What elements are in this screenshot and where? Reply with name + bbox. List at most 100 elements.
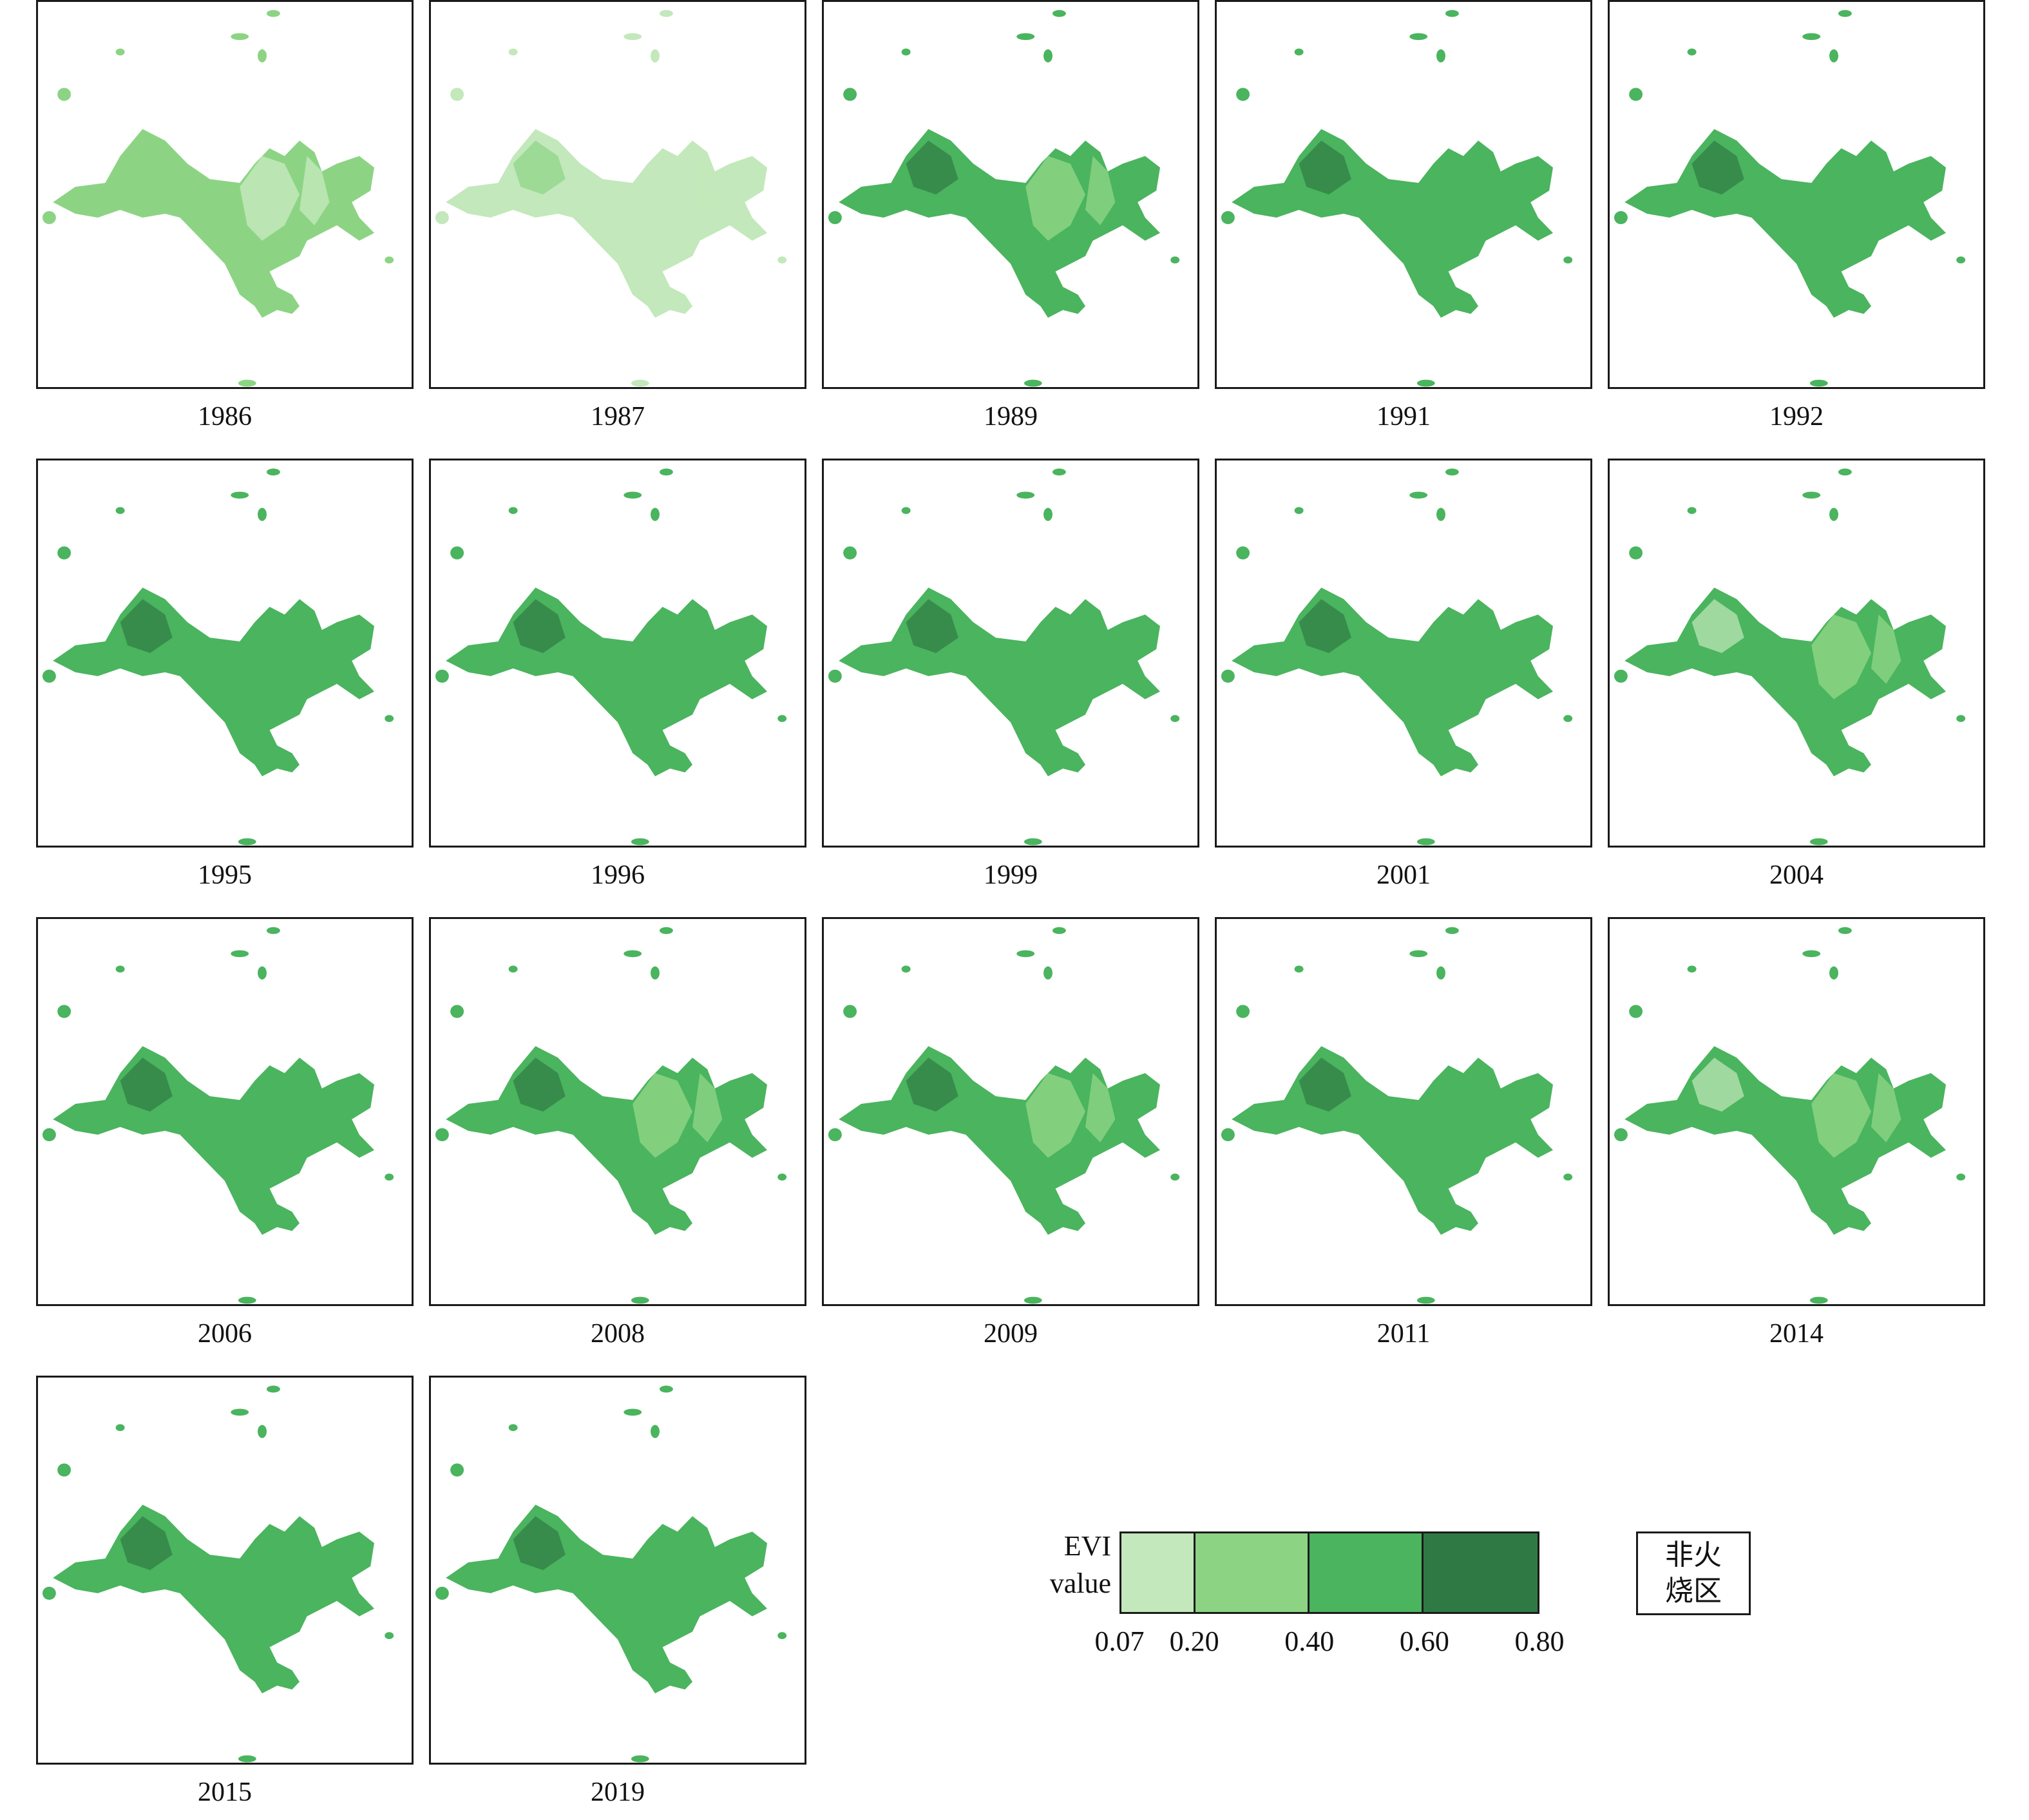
- map-panel-1996: [429, 459, 806, 848]
- burned-fragment: [42, 1128, 56, 1142]
- burned-patch: [1025, 1073, 1085, 1158]
- year-label: 2001: [1376, 860, 1431, 890]
- burned-fragment: [631, 838, 649, 846]
- burned-fragment: [867, 195, 886, 209]
- burned-fragment: [1687, 965, 1697, 973]
- map-panel-1992: [1608, 0, 1985, 389]
- year-label: 1987: [591, 402, 645, 431]
- burned-patch: [240, 1073, 300, 1158]
- burned-patch: [633, 1531, 692, 1616]
- burned-patch: [1418, 1073, 1478, 1158]
- burned-area-main: [839, 587, 1160, 777]
- burned-area-map: [42, 10, 394, 387]
- burned-fragment: [1260, 195, 1279, 209]
- burned-fragment: [1563, 715, 1573, 723]
- burned-fragment: [1221, 669, 1235, 683]
- legend-title-line2: value: [1049, 1568, 1111, 1599]
- burned-area-map: [435, 10, 787, 387]
- burned-fragment: [238, 838, 256, 846]
- burned-patch: [120, 1057, 173, 1112]
- burned-area-main: [53, 587, 374, 777]
- burned-fragment: [1809, 379, 1828, 387]
- burned-patch: [633, 614, 692, 699]
- burned-patch: [906, 1057, 958, 1112]
- burned-fragment: [1170, 1173, 1180, 1181]
- burned-fragment: [1956, 715, 1966, 723]
- burned-fragment: [1445, 468, 1459, 476]
- burned-fragment: [1838, 468, 1852, 476]
- burned-patch: [300, 156, 330, 225]
- burned-fragment: [385, 1632, 394, 1640]
- burned-area-map: [1221, 10, 1573, 387]
- year-label: 2004: [1769, 860, 1824, 890]
- colorbar-segment: [1195, 1533, 1310, 1612]
- burned-area-main: [446, 587, 767, 777]
- burned-fragment: [474, 1112, 493, 1126]
- burned-fragment: [1687, 48, 1697, 56]
- burned-fragment: [1016, 491, 1035, 499]
- burned-fragment: [231, 491, 249, 499]
- burned-fragment: [828, 669, 842, 683]
- burned-area-main: [1232, 129, 1553, 318]
- burned-area-map: [42, 927, 394, 1304]
- burned-fragment: [231, 950, 249, 958]
- map-panel-1995: [36, 459, 414, 848]
- burned-patch: [1871, 156, 1901, 225]
- burned-fragment: [1809, 838, 1828, 846]
- burned-area-map: [828, 927, 1180, 1304]
- burned-area-main: [1624, 1046, 1946, 1235]
- burned-fragment: [231, 33, 249, 41]
- burned-fragment: [266, 468, 280, 476]
- burned-fragment: [42, 1586, 56, 1600]
- colorbar-tick-label: 0.20: [1169, 1626, 1219, 1657]
- burned-fragment: [258, 507, 267, 521]
- burned-fragment: [450, 1005, 464, 1018]
- burned-area-map: [1614, 10, 1966, 387]
- burned-area-map: [435, 927, 787, 1304]
- burned-patch: [1691, 140, 1744, 194]
- burned-fragment: [508, 48, 518, 56]
- burned-fragment: [1236, 88, 1250, 101]
- year-label: 2019: [591, 1777, 645, 1807]
- burned-patch: [906, 599, 958, 653]
- burned-fragment: [624, 33, 642, 41]
- burned-fragment: [81, 195, 100, 209]
- burned-fragment: [1052, 927, 1066, 934]
- burned-patch: [120, 599, 173, 653]
- burned-fragment: [659, 10, 673, 17]
- burned-area-main: [1624, 587, 1946, 777]
- map-panel-1986: [36, 0, 414, 389]
- burned-fragment: [1294, 48, 1304, 56]
- burned-area-main: [839, 129, 1160, 318]
- burned-fragment: [1653, 1112, 1672, 1126]
- burned-fragment: [1802, 491, 1821, 499]
- year-label: 1999: [984, 860, 1038, 890]
- burned-fragment: [1416, 838, 1435, 846]
- burned-fragment: [1614, 669, 1628, 683]
- burned-patch: [1299, 1057, 1351, 1112]
- burned-fragment: [1956, 256, 1966, 264]
- burned-fragment: [385, 256, 394, 264]
- burned-area-map: [42, 468, 394, 846]
- burned-fragment: [1563, 1173, 1573, 1181]
- burned-fragment: [1802, 33, 1821, 41]
- burned-patch: [1025, 156, 1085, 241]
- burned-patch: [1871, 1073, 1901, 1142]
- burned-fragment: [1170, 715, 1180, 723]
- year-label: 1996: [591, 860, 645, 890]
- burned-fragment: [474, 195, 493, 209]
- burned-patch: [633, 1073, 692, 1158]
- burned-area-main: [1232, 1046, 1553, 1235]
- burned-patch: [1299, 599, 1351, 653]
- burned-fragment: [81, 654, 100, 668]
- colorbar-tick-label: 0.40: [1284, 1626, 1335, 1657]
- burned-fragment: [385, 1173, 394, 1181]
- burned-fragment: [1043, 507, 1053, 521]
- burned-patch: [1418, 614, 1478, 699]
- burned-fragment: [450, 546, 464, 560]
- year-label: 2011: [1376, 1319, 1431, 1349]
- year-label: 1989: [984, 402, 1038, 431]
- burned-fragment: [1687, 507, 1697, 515]
- burned-patch: [513, 1057, 566, 1112]
- burned-fragment: [1809, 1296, 1828, 1304]
